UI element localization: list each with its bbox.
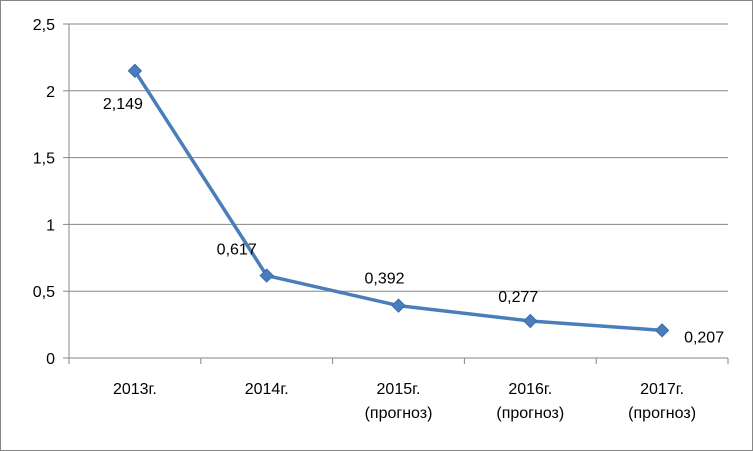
x-tick-label: 2016г. xyxy=(508,381,552,398)
x-tick-label: 2015г. xyxy=(377,381,421,398)
data-point-diamond-icon xyxy=(654,323,670,338)
data-point-diamond-icon xyxy=(391,298,406,313)
x-tick-label: (прогноз) xyxy=(496,405,564,422)
data-label: 0,392 xyxy=(364,271,404,288)
y-tick-label: 0,5 xyxy=(33,284,55,301)
data-label: 2,149 xyxy=(103,96,143,113)
y-tick-label: 0 xyxy=(46,351,55,368)
y-tick-label: 1,5 xyxy=(33,151,55,168)
data-label: 0,617 xyxy=(217,242,257,259)
data-label: 0,207 xyxy=(684,329,724,346)
data-point-diamond-icon xyxy=(127,63,143,79)
data-label: 0,277 xyxy=(498,289,538,306)
x-tick-label: (прогноз) xyxy=(628,405,696,422)
y-tick-label: 2,5 xyxy=(33,17,55,34)
x-tick-label: 2014г. xyxy=(245,381,289,398)
y-tick-label: 1 xyxy=(46,217,55,234)
data-point-diamond-icon xyxy=(259,268,274,283)
y-tick-label: 2 xyxy=(46,84,55,101)
data-point-diamond-icon xyxy=(523,313,538,329)
x-tick-label: 2013г. xyxy=(113,381,157,398)
x-tick-label: 2017г. xyxy=(640,381,684,398)
x-tick-label: (прогноз) xyxy=(365,405,433,422)
